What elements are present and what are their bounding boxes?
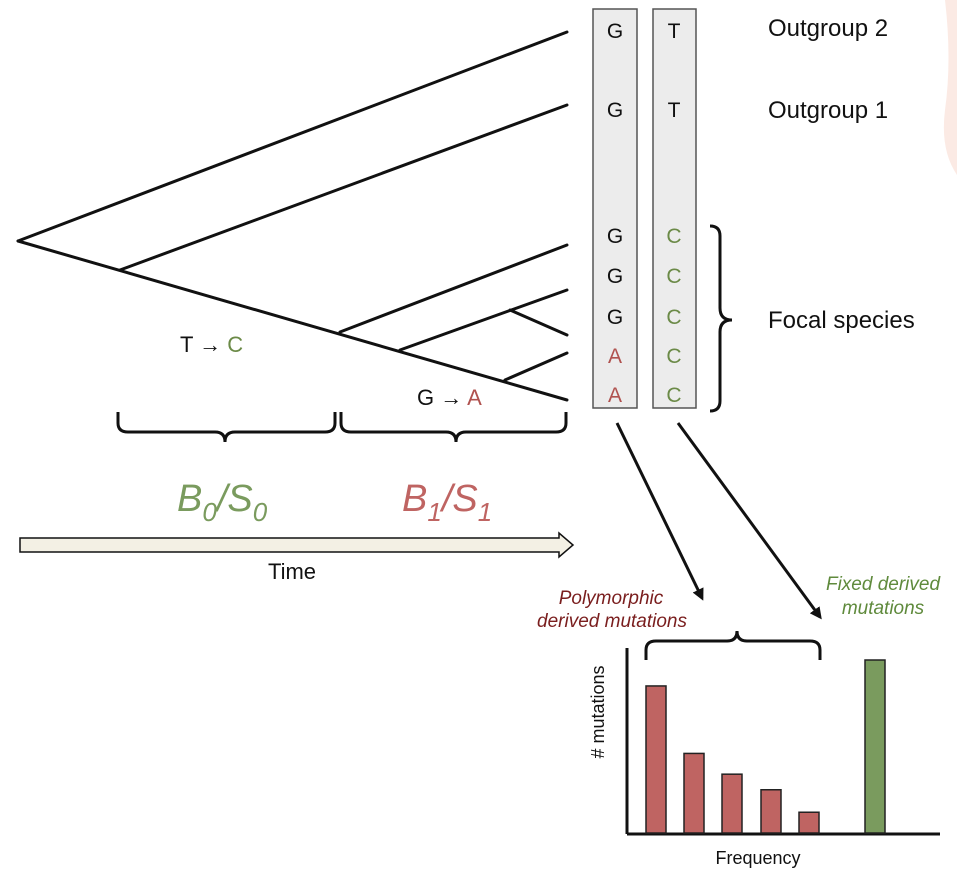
seq1-base-1: G	[607, 20, 623, 43]
seq2-base-4: C	[666, 265, 681, 288]
arrow-to-fixed	[676, 422, 822, 620]
seq1-base-3: G	[607, 225, 623, 248]
focal-species-label: Focal species	[768, 307, 915, 334]
seq1-base-2: G	[607, 99, 623, 122]
seq1-base-6: A	[608, 345, 622, 368]
x-axis-label: Frequency	[715, 848, 800, 868]
seq2-base-1: T	[668, 20, 681, 43]
branch-outgroup1	[118, 103, 569, 272]
seq2-base-7: C	[666, 384, 681, 407]
mutation-t-to-c: T → C	[180, 332, 243, 357]
seq1-base-5: G	[607, 306, 623, 329]
branch-outgroup2	[16, 30, 569, 243]
outgroup2-label: Outgroup 2	[768, 15, 888, 42]
branch-focal-3	[508, 308, 569, 337]
phylogenetic-tree	[16, 30, 569, 402]
time-arrow	[19, 531, 575, 559]
seq2-base-2: T	[668, 99, 681, 122]
polymorphic-bar-4	[760, 789, 782, 834]
background-blob	[943, 0, 957, 175]
seq1-base-4: G	[607, 265, 623, 288]
sequence-box-1	[592, 8, 638, 409]
histogram: # mutations Frequency	[588, 648, 940, 868]
sequence-box-2	[652, 8, 697, 409]
time-label: Time	[268, 559, 316, 584]
outgroup1-label: Outgroup 1	[768, 97, 888, 124]
seq1-base-7: A	[608, 384, 622, 407]
branch-focal-2	[398, 288, 569, 352]
branch-spine	[16, 239, 569, 402]
polymorphic-bar-3	[721, 773, 743, 834]
b0-s0-label: B0/S0	[177, 478, 268, 527]
polymorphic-bar-1	[645, 685, 667, 834]
branch-focal-4	[503, 351, 569, 382]
polymorphic-title-line1: Polymorphic	[559, 588, 664, 609]
branch-focal-1	[338, 243, 569, 334]
histogram-bars	[645, 659, 886, 834]
time-brace-0	[116, 412, 337, 443]
polymorphic-bar-5	[798, 811, 820, 834]
seq2-base-6: C	[666, 345, 681, 368]
polymorphic-brace	[644, 630, 822, 660]
b1-s1-label: B1/S1	[402, 478, 492, 527]
time-brace-1	[339, 412, 568, 443]
focal-species-bracket	[709, 224, 733, 413]
arrow-to-polymorphic	[615, 422, 704, 601]
polymorphic-bar-2	[683, 752, 705, 834]
seq2-base-3: C	[666, 225, 681, 248]
y-axis-label: # mutations	[588, 665, 608, 758]
polymorphic-title-line2: derived mutations	[537, 611, 687, 632]
fixed-title-line2: mutations	[842, 598, 925, 619]
fixed-title-line1: Fixed derived	[826, 574, 941, 595]
seq2-base-5: C	[666, 306, 681, 329]
fixed-bar	[864, 659, 886, 834]
mutation-g-to-a: G → A	[417, 385, 482, 410]
